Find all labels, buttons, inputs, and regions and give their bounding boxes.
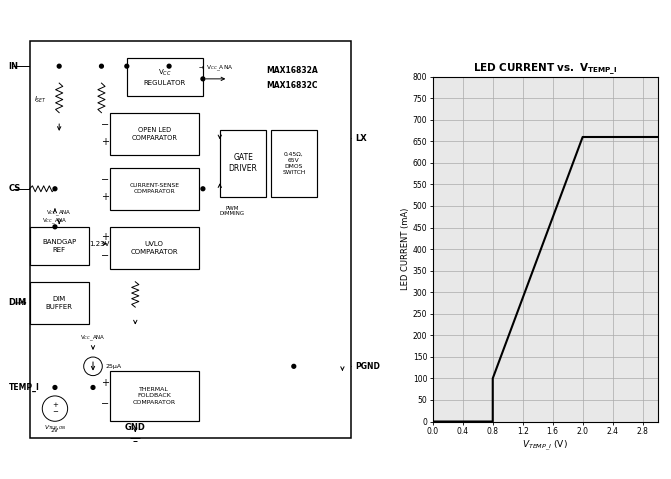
Text: $I_{SET}$: $I_{SET}$ [34, 95, 46, 105]
Text: IN: IN [9, 62, 19, 71]
Text: BANDGAP
REF: BANDGAP REF [42, 239, 76, 252]
Text: $\rightarrow$ V$_{CC}$_ANA: $\rightarrow$ V$_{CC}$_ANA [197, 63, 234, 72]
Bar [110, 227, 199, 269]
Text: −: − [101, 399, 109, 410]
Circle shape [99, 64, 103, 68]
Text: GND: GND [125, 423, 146, 433]
Text: 25μA: 25μA [106, 364, 122, 369]
X-axis label: $V_{TEMP\_I}$ (V): $V_{TEMP\_I}$ (V) [522, 439, 568, 453]
Text: UVLO
COMPARATOR: UVLO COMPARATOR [130, 241, 178, 255]
Text: +: + [101, 137, 109, 147]
Text: CS: CS [9, 184, 21, 193]
Text: CURRENT-SENSE
COMPARATOR: CURRENT-SENSE COMPARATOR [130, 183, 179, 194]
Text: THERMAL
FOLDBACK
COMPARATOR: THERMAL FOLDBACK COMPARATOR [133, 387, 176, 405]
Bar [30, 41, 351, 438]
Circle shape [201, 187, 205, 191]
Text: DIM
BUFFER: DIM BUFFER [46, 296, 72, 309]
Text: −: − [101, 251, 109, 262]
Circle shape [125, 64, 129, 68]
Circle shape [201, 77, 205, 81]
Text: PWM
DIMMING: PWM DIMMING [220, 205, 245, 217]
Text: TEMP_I: TEMP_I [9, 383, 40, 392]
Text: GATE
DRIVER: GATE DRIVER [229, 153, 258, 173]
Text: PGND: PGND [355, 362, 380, 371]
Circle shape [53, 386, 57, 389]
Text: +: + [52, 402, 58, 408]
Circle shape [292, 365, 296, 368]
Text: $V_{TFB\_ON}$: $V_{TFB\_ON}$ [44, 423, 66, 432]
Text: 1.23V: 1.23V [89, 241, 110, 247]
Text: DIM: DIM [9, 298, 27, 308]
Circle shape [91, 386, 95, 389]
Text: MAX16832C: MAX16832C [266, 80, 318, 90]
Text: MAX16832A: MAX16832A [266, 66, 318, 75]
Text: 0.45Ω,
65V
DMOS
SWITCH: 0.45Ω, 65V DMOS SWITCH [282, 152, 305, 175]
Bar [220, 130, 266, 197]
Text: V$_{CC}$_ANA: V$_{CC}$_ANA [42, 216, 68, 226]
Circle shape [53, 187, 57, 191]
Text: +: + [101, 232, 109, 242]
Title: $\bf{LED\ CURRENT\ vs.\ V_{TEMP\_I}}$: $\bf{LED\ CURRENT\ vs.\ V_{TEMP\_I}}$ [473, 61, 617, 77]
Text: 2V: 2V [51, 428, 59, 433]
Circle shape [57, 64, 61, 68]
Bar [110, 168, 199, 210]
Text: +: + [101, 192, 109, 202]
Bar [127, 58, 203, 96]
Bar [30, 282, 89, 324]
Circle shape [53, 225, 57, 228]
Bar [110, 371, 199, 421]
Text: +: + [101, 378, 109, 388]
Circle shape [167, 64, 171, 68]
Text: V$_{CC}$
REGULATOR: V$_{CC}$ REGULATOR [144, 68, 186, 86]
Text: −: − [52, 409, 58, 415]
Bar [270, 130, 317, 197]
Text: V$_{CC}$_ANA: V$_{CC}$_ANA [46, 209, 72, 218]
Bar [30, 227, 89, 265]
Text: V$_{CC}$_ANA: V$_{CC}$_ANA [80, 334, 106, 343]
Text: OPEN LED
COMPARATOR: OPEN LED COMPARATOR [132, 127, 177, 140]
Text: LX: LX [355, 134, 367, 143]
Bar [110, 113, 199, 155]
Text: −: − [101, 175, 109, 185]
Text: −: − [101, 120, 109, 130]
Y-axis label: LED CURRENT (mA): LED CURRENT (mA) [401, 208, 410, 290]
